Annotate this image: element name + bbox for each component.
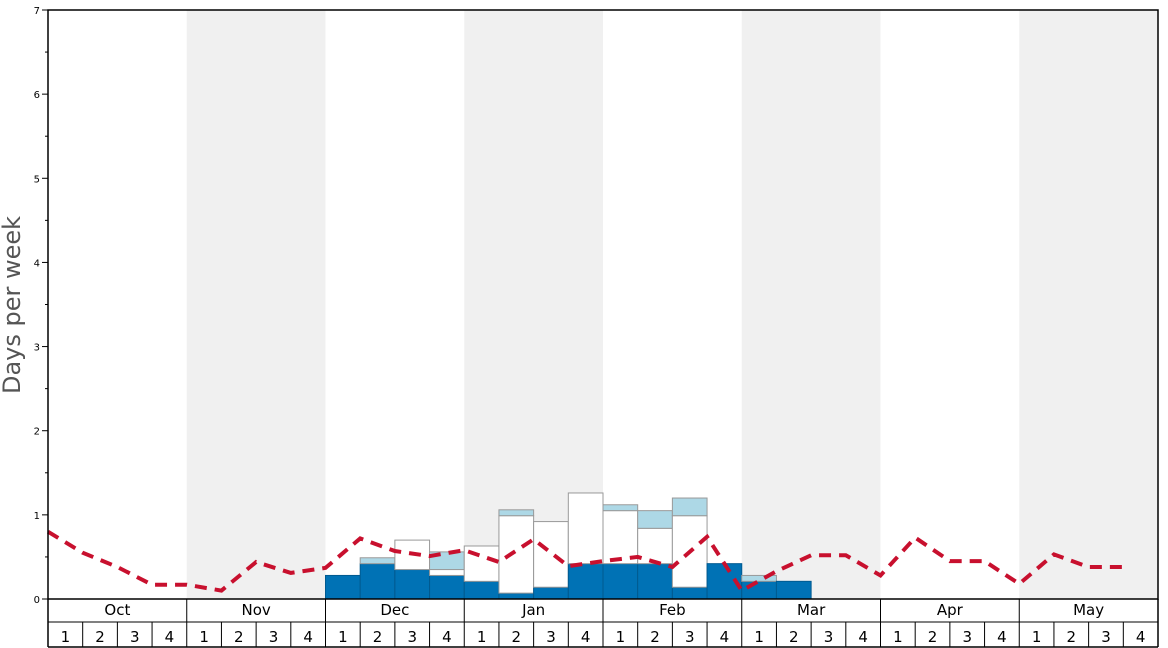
- week-label: 1: [477, 628, 487, 646]
- y-tick-label: 4: [34, 258, 40, 269]
- bar-segment: [429, 569, 465, 576]
- week-label: 1: [893, 628, 903, 646]
- bars: [325, 492, 812, 600]
- month-shade-band: [1019, 10, 1158, 599]
- bar-segment: [775, 580, 812, 600]
- bar-segment: [741, 580, 777, 600]
- week-label: 2: [1067, 628, 1077, 646]
- bar-segment: [533, 586, 569, 600]
- bar-segment: [671, 497, 708, 517]
- week-label: 4: [1136, 628, 1146, 646]
- bar-segment: [394, 569, 431, 600]
- x-axis: Oct 1 2 3 4 Nov 1 2 3 4 Dec 1 2 3 4 Jan 1 2 3 4 Feb 1 2 3 4 Mar 1 2…: [47, 599, 1159, 648]
- week-label: 2: [650, 628, 660, 646]
- week-label: 2: [373, 628, 383, 646]
- week-label: 2: [928, 628, 938, 646]
- month-label: Nov: [241, 601, 270, 619]
- bar-segment: [498, 509, 535, 517]
- bar-segment: [637, 527, 673, 565]
- month-label: Oct: [104, 601, 130, 619]
- week-label: 3: [130, 628, 140, 646]
- week-label: 3: [962, 628, 972, 646]
- week-label: 4: [720, 628, 730, 646]
- week-label: 4: [581, 628, 591, 646]
- week-label: 3: [269, 628, 279, 646]
- week-label: 4: [858, 628, 868, 646]
- week-label: 3: [685, 628, 695, 646]
- bar-segment: [498, 592, 535, 600]
- bar-segment: [567, 492, 604, 565]
- week-label: 2: [95, 628, 105, 646]
- y-axis-label: Days per week: [0, 216, 26, 394]
- month-shading: [186, 10, 1158, 599]
- week-label: 4: [165, 628, 175, 646]
- bar-segment: [741, 574, 777, 582]
- y-tick-label: 7: [34, 6, 40, 17]
- week-label: 2: [512, 628, 522, 646]
- month-label: May: [1073, 601, 1104, 619]
- week-label: 2: [789, 628, 799, 646]
- week-label: 4: [442, 628, 452, 646]
- y-axis: 0 1 2 3 4 5 6 7: [34, 6, 48, 606]
- week-label: 3: [407, 628, 417, 646]
- bar-segment: [359, 563, 396, 600]
- week-label: 1: [61, 628, 71, 646]
- month-shade-band: [741, 10, 881, 599]
- bar-segment: [602, 504, 639, 512]
- bar-segment: [359, 557, 396, 565]
- bar-segment: [498, 515, 535, 594]
- week-label: 1: [199, 628, 209, 646]
- y-tick-label: 0: [34, 595, 40, 606]
- week-label: 1: [616, 628, 626, 646]
- bar-segment: [637, 510, 673, 529]
- bar-segment: [602, 510, 639, 565]
- week-label: 3: [546, 628, 556, 646]
- bar-segment: [325, 574, 361, 600]
- week-label: 4: [303, 628, 313, 646]
- y-tick-label: 2: [34, 427, 40, 438]
- y-tick-label: 3: [34, 343, 40, 354]
- month-label: Apr: [937, 601, 964, 619]
- month-label: Jan: [521, 601, 545, 619]
- y-tick-label: 1: [34, 511, 40, 522]
- month-shade-band: [186, 10, 326, 599]
- plot-frame: [47, 9, 1159, 600]
- month-label: Feb: [659, 601, 686, 619]
- bar-segment: [602, 563, 639, 600]
- week-label: 3: [1101, 628, 1111, 646]
- week-label: 1: [1032, 628, 1042, 646]
- week-label: 1: [338, 628, 348, 646]
- week-label: 1: [754, 628, 764, 646]
- y-tick-label: 5: [34, 174, 40, 185]
- y-tick-label: 6: [34, 90, 40, 101]
- bar-segment: [429, 574, 465, 600]
- month-label: Dec: [380, 601, 409, 619]
- bar-segment: [671, 586, 708, 600]
- month-label: Mar: [797, 601, 826, 619]
- bar-segment: [533, 521, 569, 588]
- week-label: 2: [234, 628, 244, 646]
- bar-segment: [637, 563, 673, 600]
- bar-segment: [567, 563, 604, 600]
- week-label: 3: [824, 628, 834, 646]
- bar-segment: [463, 580, 500, 600]
- week-label: 4: [997, 628, 1007, 646]
